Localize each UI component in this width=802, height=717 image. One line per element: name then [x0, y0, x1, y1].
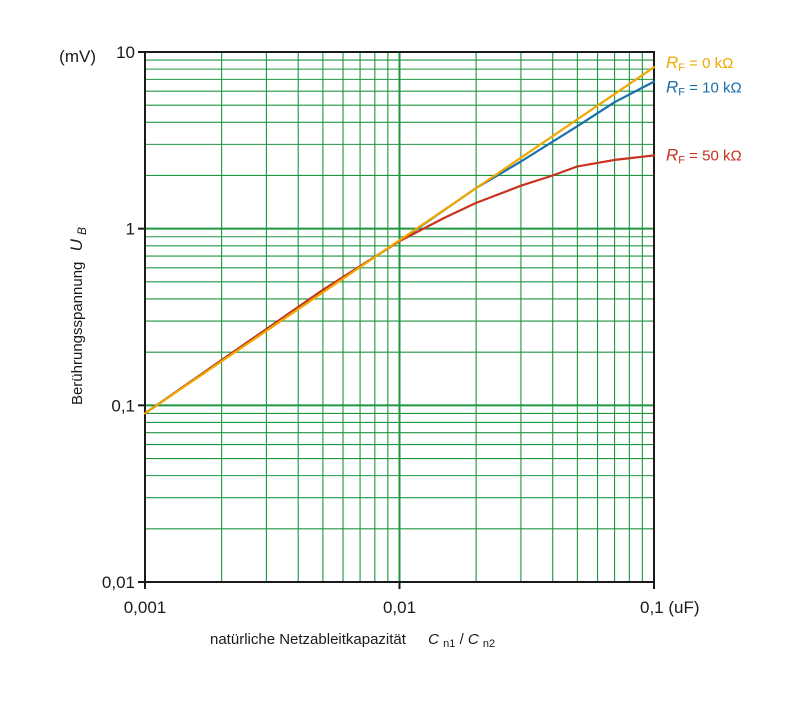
legend-label-rf-50k: RF = 50 kΩ: [666, 145, 742, 166]
y-axis-label-var: U: [67, 238, 86, 251]
y-axis-label: Berührungsspannung U B: [67, 227, 89, 405]
x-tick-label: 0,001: [124, 598, 167, 617]
x-axis-label-var1: C: [428, 631, 439, 648]
y-tick-label: 10: [116, 43, 135, 62]
x-axis-label-text: natürliche Netzableitkapazität: [210, 631, 407, 648]
legend: RF = 0 kΩ RF = 10 kΩ RF = 50 kΩ: [666, 53, 742, 166]
legend-label-rf-0k: RF = 0 kΩ: [666, 53, 733, 74]
series-line-rf-50k: [143, 154, 656, 415]
y-unit-label: (mV): [59, 47, 96, 66]
tick-labels: 0,001 0,01 0,1 (uF) 0,01 0,1 1 10: [102, 43, 700, 617]
x-tick-label: 0,1 (uF): [640, 598, 700, 617]
x-axis-label-sub1: n1: [443, 638, 455, 650]
y-tick-label: 0,01: [102, 573, 135, 592]
x-axis-label-slash: /: [460, 631, 465, 648]
y-axis-label-text: Berührungsspannung: [69, 262, 86, 405]
series-line-rf-0k: [143, 66, 656, 415]
grid: [144, 52, 654, 583]
y-tick-label: 1: [126, 220, 135, 239]
x-axis-label-var2: C: [468, 631, 479, 648]
y-tick-label: 0,1: [111, 396, 135, 415]
x-axis-label-sub2: n2: [483, 638, 495, 650]
legend-label-rf-10k: RF = 10 kΩ: [666, 78, 742, 99]
x-axis-label: natürliche Netzableitkapazität C n1 / C …: [210, 631, 495, 651]
series-lines: [143, 66, 656, 415]
x-tick-label: 0,01: [383, 598, 416, 617]
y-axis-label-sub: B: [75, 227, 89, 235]
